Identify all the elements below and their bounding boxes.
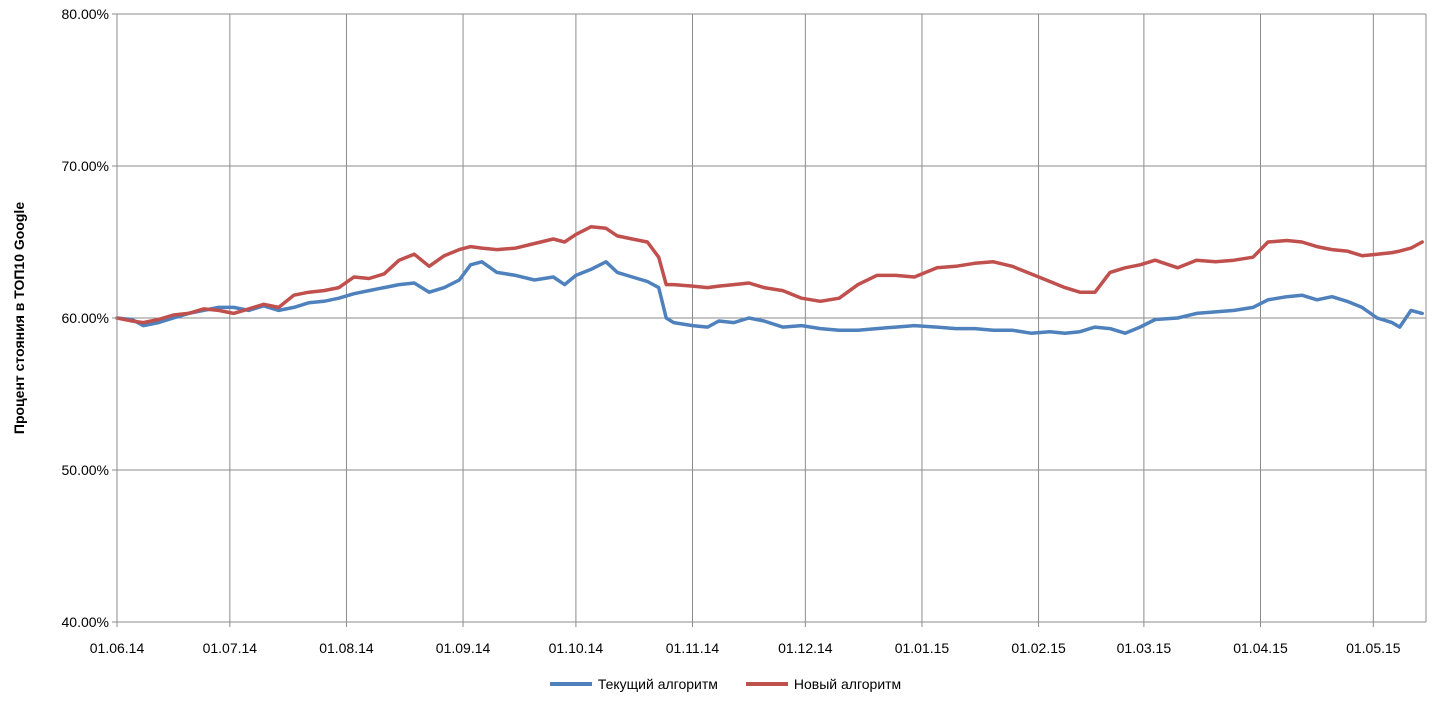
legend-item-new: Новый алгоритм [745,676,902,692]
legend-swatch-current [549,682,592,686]
y-tick-label: 60.00% [62,310,109,326]
y-axis-title: Процент стояния в ТОП10 Google [11,202,27,434]
series-lines [115,225,1424,335]
x-tick-label: 01.12.14 [778,640,833,656]
x-tick-label: 01.09.14 [436,640,491,656]
y-tick-label: 40.00% [62,614,109,630]
x-tick-label: 01.07.14 [203,640,258,656]
x-tick-label: 01.10.14 [549,640,604,656]
legend-label-current: Текущий алгоритм [597,676,718,692]
legend-swatch-new [745,682,788,686]
y-tick-label: 80.00% [62,6,109,22]
x-tick-label: 01.08.14 [319,640,374,656]
x-tick-label: 01.06.14 [90,640,145,656]
series-line-current [115,260,1424,335]
y-tick-label: 70.00% [62,158,109,174]
x-tick-label: 01.05.15 [1346,640,1401,656]
legend-label-new: Новый алгоритм [793,676,902,692]
series-line-new [115,225,1424,325]
x-tick-label: 01.02.15 [1011,640,1066,656]
gridlines [116,13,1427,623]
x-tick-label: 01.03.15 [1117,640,1172,656]
axes: 40.00% 50.00% 60.00% 70.00% 80.00% 01.06.14 01… [62,6,1426,656]
y-tick-label: 50.00% [62,462,109,478]
x-tick-label: 01.11.14 [666,640,720,656]
legend: Текущий алгоритм Новый алгоритм [0,676,1451,692]
legend-item-current: Текущий алгоритм [549,676,718,692]
x-tick-label: 01.01.15 [895,640,950,656]
x-tick-label: 01.04.15 [1233,640,1288,656]
